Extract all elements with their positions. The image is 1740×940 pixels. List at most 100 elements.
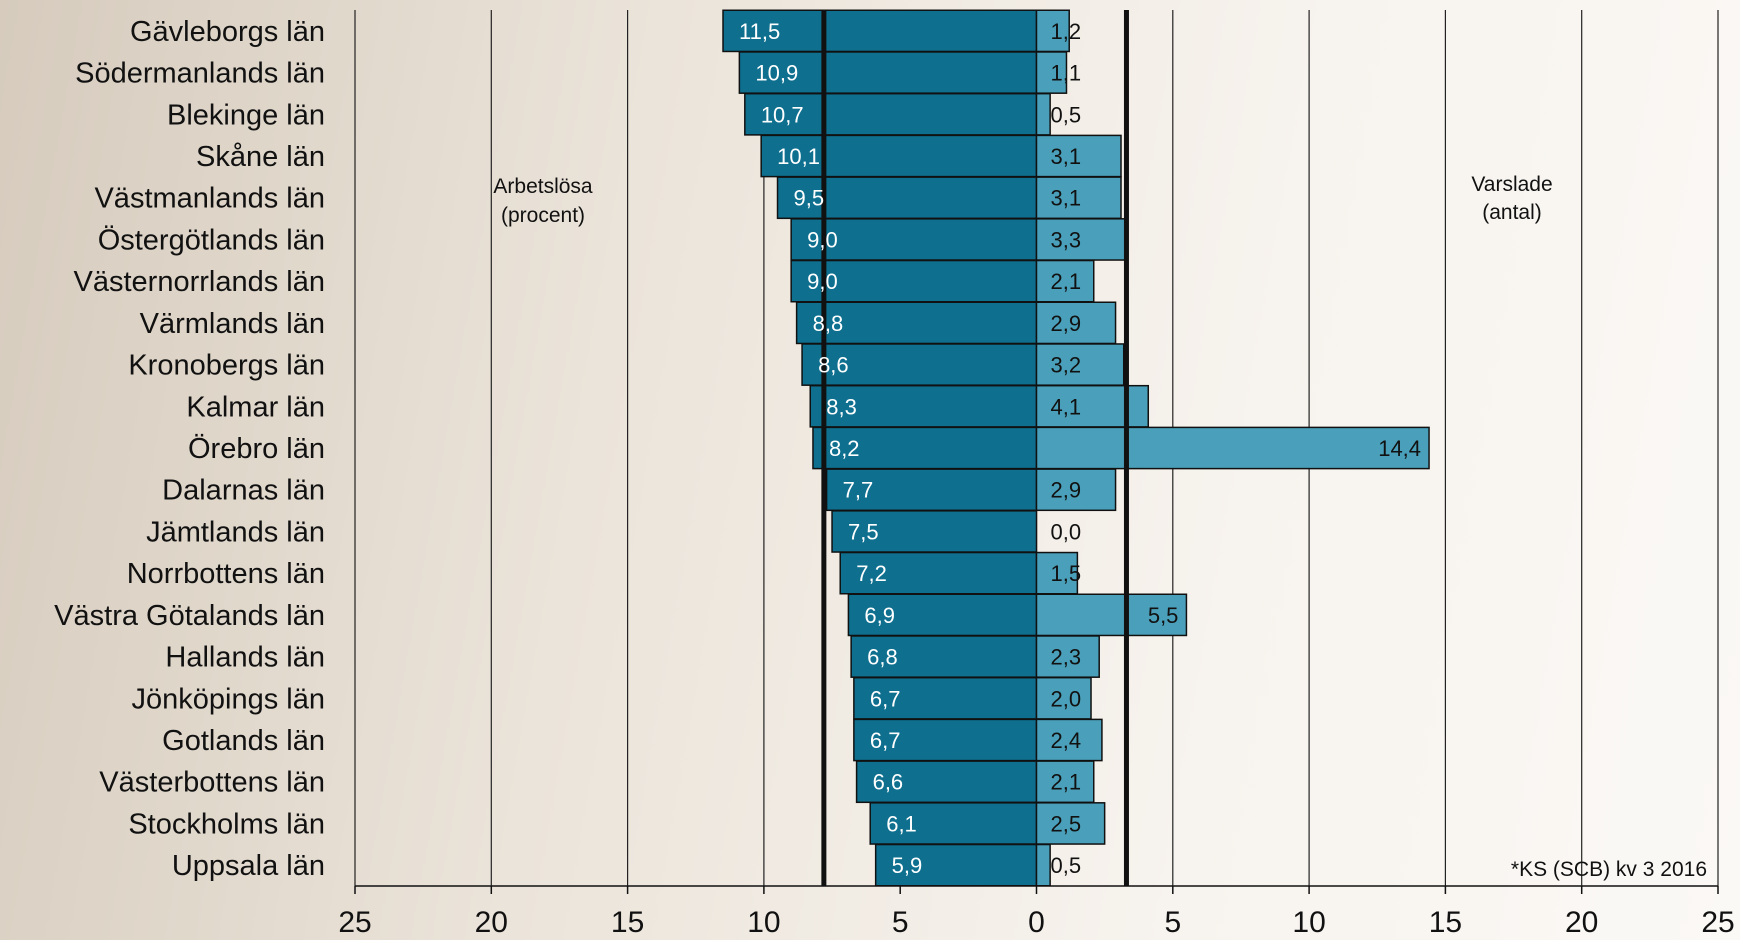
x-tick-label: 5 <box>892 906 909 939</box>
bar-layoffs <box>1035 9 1070 53</box>
category-label: Uppsala län <box>172 850 325 882</box>
bar-unemployed <box>853 718 1038 762</box>
bar-layoffs <box>1035 134 1122 178</box>
bar-unemployed <box>831 510 1038 553</box>
bar-label-unemployed: 11,5 <box>739 19 780 44</box>
bar-unemployed <box>790 218 1038 261</box>
bar-layoffs <box>1035 718 1103 762</box>
bar-layoffs <box>1035 635 1100 678</box>
category-label: Dalarnas län <box>162 475 325 507</box>
bar-layoffs <box>1035 843 1051 887</box>
x-tick-label: 10 <box>1292 906 1325 939</box>
bar-label-layoffs: 3,1 <box>1051 186 1082 211</box>
category-label: Örebro län <box>188 433 325 465</box>
category-labels: Gävleborgs län Södermanlands län Blekinge … <box>54 16 325 882</box>
category-label: Skåne län <box>196 141 325 173</box>
left-series-label-line2: (procent) <box>501 204 585 227</box>
bar-label-layoffs: 2,0 <box>1051 686 1082 711</box>
x-tick-label: 20 <box>1565 906 1598 939</box>
bar-layoffs <box>1035 593 1188 637</box>
bar-label-unemployed: 6,9 <box>864 603 895 628</box>
bar-label-layoffs: 0,5 <box>1051 853 1082 878</box>
bar-layoffs <box>1035 760 1095 804</box>
x-tick-label: 5 <box>1164 906 1181 939</box>
bar-label-layoffs: 3,1 <box>1051 144 1082 169</box>
bar-label-layoffs: 2,1 <box>1051 269 1082 294</box>
bar-label-layoffs: 4,1 <box>1051 394 1082 419</box>
bar-unemployed <box>801 343 1038 386</box>
bar-label-unemployed: 10,7 <box>761 102 804 127</box>
x-tick-label: 15 <box>611 906 644 939</box>
bar-unemployed <box>760 134 1038 178</box>
category-label: Östergötlands län <box>98 224 325 256</box>
bar-layoffs <box>1035 551 1079 595</box>
bar-label-layoffs: 2,9 <box>1051 311 1082 336</box>
x-axis: 25 20 15 10 5 0 5 10 15 20 25 <box>338 885 1735 939</box>
source-note: *KS (SCB) kv 3 2016 <box>1511 858 1707 881</box>
bar-label-unemployed: 6,1 <box>886 811 917 836</box>
bar-layoffs <box>1035 468 1117 512</box>
bar-layoffs <box>1035 51 1068 94</box>
bar-label-layoffs: 0,5 <box>1051 102 1082 127</box>
bar-label-unemployed: 8,8 <box>813 311 844 336</box>
x-tick-label: 25 <box>338 906 371 939</box>
category-label: Gävleborgs län <box>130 16 325 48</box>
category-label: Västernorrlands län <box>74 266 325 298</box>
bar-unemployed <box>855 760 1038 804</box>
bar-label-layoffs: 0,0 <box>1051 519 1082 544</box>
bar-label-layoffs: 1,2 <box>1051 19 1082 44</box>
x-tick-label: 20 <box>475 906 508 939</box>
annotations: Arbetslösa (procent) Varslade (antal) *K… <box>493 173 1707 881</box>
bar-label-unemployed: 6,7 <box>870 728 901 753</box>
bar-label-unemployed: 6,8 <box>867 645 898 670</box>
bar-label-layoffs: 3,2 <box>1051 353 1082 378</box>
bar-unemployed <box>839 551 1038 595</box>
average-lines <box>821 10 1129 886</box>
bar-layoffs <box>1035 218 1128 261</box>
category-label: Södermanlands län <box>75 58 325 90</box>
bar-label-unemployed: 5,9 <box>892 853 923 878</box>
category-label: Västerbottens län <box>99 767 325 799</box>
category-label: Västra Götalands län <box>54 600 325 632</box>
bar-label-layoffs: 5,5 <box>1148 603 1179 628</box>
bar-label-layoffs: 2,5 <box>1051 811 1082 836</box>
bar-label-unemployed: 6,6 <box>873 770 904 795</box>
bar-unemployed <box>744 92 1038 136</box>
x-tick-label: 15 <box>1429 906 1462 939</box>
bar-unemployed <box>722 9 1038 53</box>
bar-label-unemployed: 9,0 <box>807 227 838 252</box>
category-label: Gotlands län <box>162 725 325 757</box>
x-tick-label: 0 <box>1028 906 1045 939</box>
bar-label-unemployed: 9,0 <box>807 269 838 294</box>
bar-label-unemployed: 7,2 <box>856 561 887 586</box>
bar-label-layoffs: 1,1 <box>1051 61 1082 86</box>
category-label: Blekinge län <box>167 99 325 131</box>
x-tick-label: 10 <box>747 906 780 939</box>
bar-label-unemployed: 10,9 <box>755 61 798 86</box>
bar-labels: 11,5 1,2 10,9 1,1 10,7 0,5 10,1 3,1 9,5 3,1 9,0 3,3… <box>739 19 1421 878</box>
bar-label-unemployed: 8,2 <box>829 436 860 461</box>
bar-label-layoffs: 2,9 <box>1051 478 1082 503</box>
category-label: Kronobergs län <box>128 350 325 382</box>
bar-label-unemployed: 9,5 <box>794 186 825 211</box>
category-label: Stockholms län <box>128 808 325 840</box>
right-series-label-line1: Varslade <box>1471 173 1552 196</box>
bar-layoffs <box>1035 802 1106 845</box>
bar-unemployed <box>790 259 1038 303</box>
category-label: Jämtlands län <box>146 516 325 548</box>
bars <box>722 9 1430 887</box>
left-series-label-line1: Arbetslösa <box>493 175 593 198</box>
category-label: Kalmar län <box>186 391 325 423</box>
bar-label-unemployed: 8,6 <box>818 353 849 378</box>
category-label: Värmlands län <box>140 308 325 340</box>
category-label: Norrbottens län <box>127 558 325 590</box>
bar-label-unemployed: 6,7 <box>870 686 901 711</box>
bar-label-layoffs: 1,5 <box>1051 561 1082 586</box>
bar-unemployed <box>850 635 1038 678</box>
category-label: Västmanlands län <box>94 183 325 215</box>
bar-label-layoffs: 2,3 <box>1051 645 1082 670</box>
bar-layoffs <box>1035 176 1122 220</box>
bar-unemployed <box>776 176 1038 220</box>
bar-label-layoffs: 2,1 <box>1051 770 1082 795</box>
